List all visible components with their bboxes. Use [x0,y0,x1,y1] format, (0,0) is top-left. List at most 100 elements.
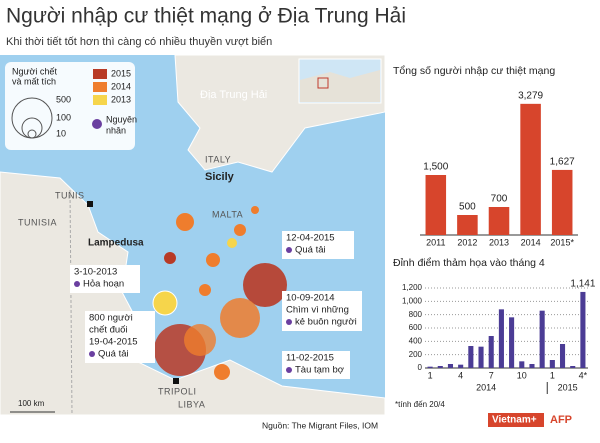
legend-cause-dot [92,119,102,129]
bar [458,364,464,368]
bar [539,310,545,368]
y-tick-label: 1,200 [402,283,423,292]
place: MALTA [212,209,243,219]
x-tick-label: 10 [517,370,527,380]
x-group-label: 2014 [476,382,496,392]
bar [425,175,447,235]
bar [427,366,433,368]
y-tick-label: 200 [409,350,423,359]
place: Lampedusa [88,238,144,249]
x-tick-label: 1 [428,370,433,380]
sea-label: Địa Trung Hải [200,89,267,101]
cause-dot [74,281,80,287]
annotation-text: 11-02-2015 [286,353,334,364]
x-tick-label: 2012 [457,237,477,247]
bar [437,366,443,368]
legend-size: 500 [56,94,71,104]
chart-title: Đỉnh điểm thảm họa vào tháng 4 [393,257,545,269]
logo: AFP [550,414,572,426]
map: Người chết và mất tích 500 100 10 2015 20… [0,54,386,416]
annotation-text: Tàu tạm bợ [295,365,344,376]
incident [251,206,259,214]
legend-cause: nhân [106,125,126,135]
incident [152,290,178,316]
x-tick-label: 1 [550,370,555,380]
subtitle: Khi thời tiết tốt hơn thì càng có nhiều … [6,36,272,48]
chart-title: Tổng số người nhập cư thiệt mạng [393,65,555,77]
annotation-text: 3-10-2013 [74,267,117,278]
legend-label: 2013 [111,94,131,104]
bar [529,364,535,368]
place: LIBYA [178,399,205,409]
incident [243,263,287,307]
legend-size: 100 [56,112,71,122]
bar [447,364,454,368]
incident [164,252,176,264]
annotation-text: 19-04-2015 [89,337,138,348]
value-label: 500 [459,202,476,213]
annotation-text: 12-04-2015 [286,233,335,244]
title: Người nhập cư thiệt mạng ở Địa Trung Hải [6,5,406,28]
legend-size-circle [27,129,37,139]
place: TUNIS [55,190,85,200]
x-tick-label: 4 [458,370,463,380]
logo-box [488,413,544,427]
x-tick-label: 7 [489,370,494,380]
annotation-box [282,351,350,379]
x-tick-label: 2011 [426,237,445,247]
bar [509,317,515,368]
incident [199,284,211,296]
bar [520,103,541,235]
annotation-text: Chìm vì những [286,305,349,316]
legend-size-title: Người chết [12,66,57,76]
legend-cause: Nguyên [106,114,137,124]
y-tick-label: 0 [418,363,423,372]
footnote: *tính đến 20/4 [395,400,445,409]
legend-size: 10 [56,128,66,138]
incident [234,224,246,236]
y-tick-label: 800 [409,310,423,319]
annotation-box [282,291,362,331]
x-tick-label: 2013 [489,237,509,247]
place: TUNISIA [18,217,57,227]
annotation-box [85,311,155,363]
legend-label: 2014 [111,81,131,91]
annotation-text: Hỏa hoạn [83,279,124,290]
annotation-text: chết đuối [89,325,128,336]
legend-size-title: và mất tích [12,76,56,86]
incident [176,213,194,231]
value-label: 3,279 [518,90,543,101]
logo: Vietnam+ [492,415,537,426]
annotation-text: Quá tải [98,349,129,360]
place: Sicily [205,171,235,183]
bar [488,336,494,368]
bar [551,169,573,235]
cause-dot [89,351,95,357]
incident [184,324,216,356]
value-label: 1,500 [423,162,448,173]
annotation-text: 10-09-2014 [286,293,335,304]
annotation-box [70,265,140,293]
border [69,189,73,416]
bar [580,291,586,368]
source: Nguồn: The Migrant Files, IOM [262,420,378,430]
x-group-label: 2015 [558,382,578,392]
bar [570,366,576,368]
x-tick-label: 2015* [550,237,574,247]
bar [549,360,555,368]
annotation-text: Quá tải [295,245,326,256]
incident [220,298,260,338]
map-legend: Người chết và mất tích 500 100 10 2015 20… [5,62,137,150]
incident [227,238,237,248]
legend-swatch [93,69,107,79]
value-label: 700 [491,194,508,205]
x-tick-label: 4* [579,370,588,380]
inset-frame [317,77,329,89]
legend-swatch [93,95,107,105]
x-tick-label: 2014 [521,237,541,247]
place: TRIPOLI [158,386,197,396]
bar [519,361,525,368]
bar [468,346,474,368]
y-tick-label: 1,000 [402,296,423,305]
